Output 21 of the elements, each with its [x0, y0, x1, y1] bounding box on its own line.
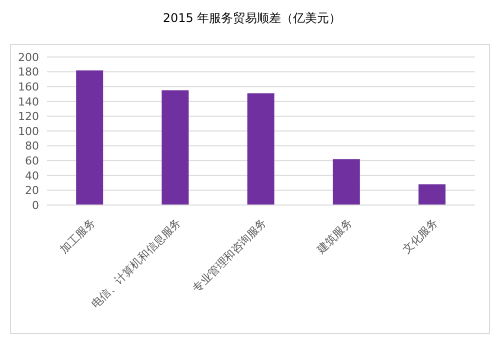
y-tick-label: 160 [18, 80, 39, 94]
bar [418, 184, 446, 205]
y-tick-label: 100 [18, 124, 39, 138]
x-tick-label: 专业管理和咨询服务 [190, 216, 270, 296]
x-tick-label: 加工服务 [58, 216, 98, 256]
bar [332, 159, 360, 205]
y-tick-label: 180 [18, 66, 39, 79]
y-tick-label: 120 [18, 110, 39, 124]
y-tick-label: 200 [18, 50, 39, 64]
y-tick-label: 140 [18, 95, 39, 108]
bar [162, 90, 189, 205]
bar [247, 93, 274, 205]
y-tick-label: 0 [32, 198, 39, 212]
y-tick-label: 20 [25, 184, 39, 198]
y-tick-label: 80 [25, 140, 39, 153]
y-tick-label: 60 [25, 154, 39, 168]
x-tick-label: 文化服务 [400, 216, 440, 256]
chart-title: 2015 年服务贸易顺差（亿美元） [162, 10, 342, 27]
x-tick-label: 建筑服务 [314, 216, 355, 257]
y-tick-label: 40 [25, 169, 39, 182]
bar [76, 70, 104, 205]
